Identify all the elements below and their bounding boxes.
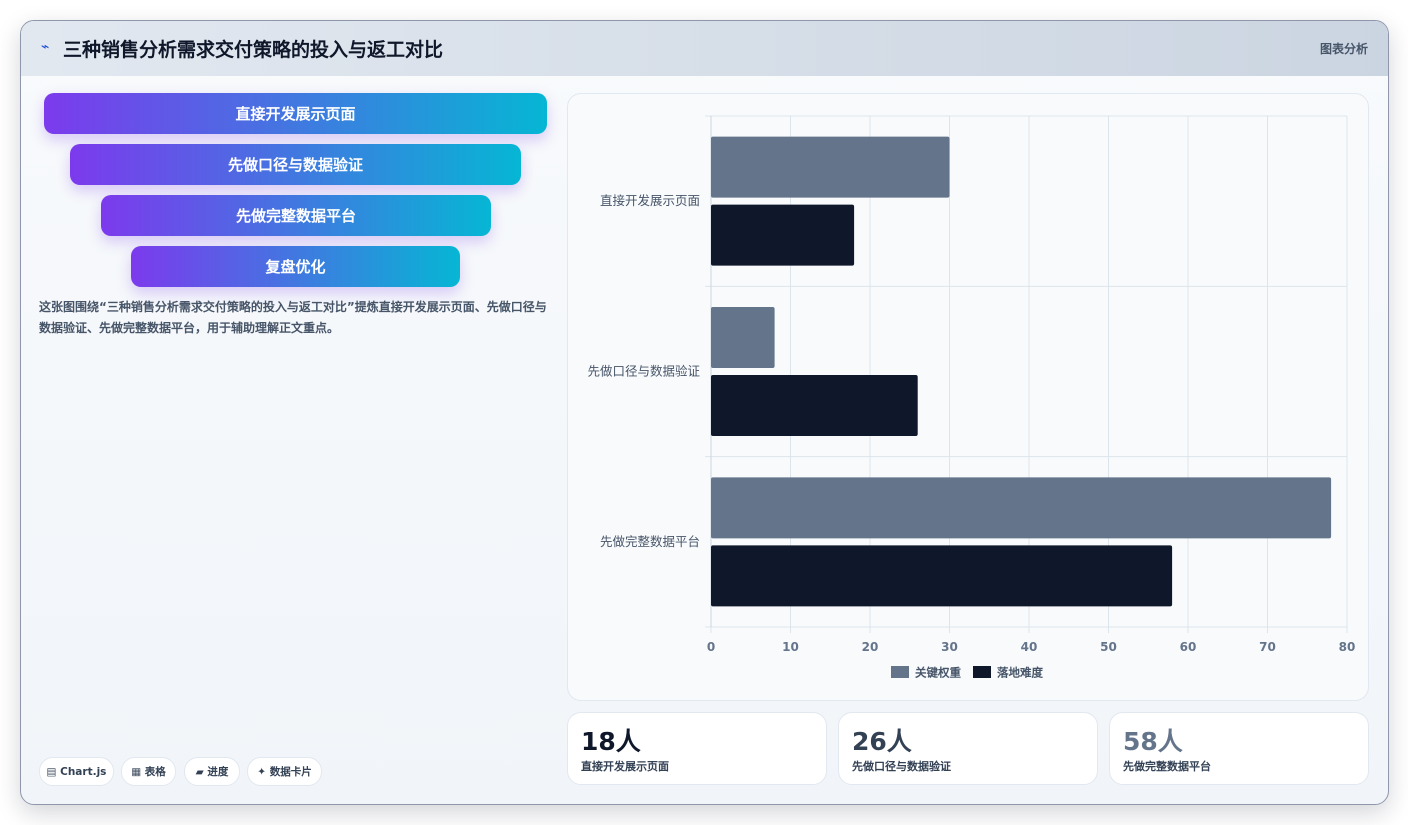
y-tick-label: 直接开发展示页面	[600, 193, 700, 208]
x-tick-label: 70	[1259, 640, 1276, 654]
bar-difficulty	[711, 204, 855, 266]
description-text: 这张图围绕“三种销售分析需求交付策略的投入与返工对比”提炼直接开发展示页面、先做…	[39, 300, 547, 335]
chip-table[interactable]: ▦ 表格	[121, 757, 176, 786]
legend-label: 关键权重	[915, 666, 961, 680]
chip-data-card[interactable]: ✦ 数据卡片	[247, 757, 322, 786]
legend-swatch	[973, 666, 991, 678]
stat-label: 先做完整数据平台	[1123, 760, 1211, 773]
bar-difficulty	[711, 375, 918, 436]
page-title: 三种销售分析需求交付策略的投入与返工对比	[63, 39, 444, 61]
x-tick-label: 60	[1180, 640, 1197, 654]
bar-weight	[711, 136, 950, 198]
legend-swatch	[891, 666, 909, 678]
funnel-step-4: 复盘优化	[131, 246, 460, 287]
stat-value: 26人	[852, 727, 912, 756]
y-tick-label: 先做口径与数据验证	[587, 364, 700, 379]
bar-weight	[711, 307, 775, 368]
stat-value: 58人	[1123, 727, 1183, 756]
x-tick-label: 20	[862, 640, 879, 654]
stat-card-2: 26人 先做口径与数据验证	[838, 712, 1098, 785]
stat-card-1: 18人 直接开发展示页面	[567, 712, 827, 785]
stat-value: 18人	[581, 727, 641, 756]
chip-chartjs[interactable]: ▤ Chart.js	[39, 757, 114, 786]
stat-label: 直接开发展示页面	[581, 760, 669, 773]
bar-difficulty	[711, 545, 1173, 607]
dashboard-card: ⌁ 三种销售分析需求交付策略的投入与返工对比 图表分析 直接开发展示页面 先做口…	[20, 20, 1389, 805]
y-tick-label: 先做完整数据平台	[600, 534, 700, 549]
legend-label: 落地难度	[997, 666, 1043, 680]
chart-panel: 0 10 20 30 40 50 60 70 80 直接开发展示页面先做口径与数据验证先做完整数据…	[567, 93, 1369, 701]
bar-chart: 0 10 20 30 40 50 60 70 80 直接开发展示页面先做口径与数据验证先做完整数据…	[587, 115, 1356, 680]
x-tick-label: 50	[1100, 640, 1117, 654]
funnel-step-3: 先做完整数据平台	[101, 195, 491, 236]
funnel-step-2: 先做口径与数据验证	[70, 144, 521, 185]
stat-label: 先做口径与数据验证	[852, 760, 951, 773]
x-tick-label: 0	[707, 640, 715, 654]
stat-card-3: 58人 先做完整数据平台	[1109, 712, 1369, 785]
bar-weight	[711, 477, 1332, 539]
section-tag: 图表分析	[1319, 42, 1368, 56]
x-tick-label: 30	[941, 640, 958, 654]
funnel-step-1: 直接开发展示页面	[44, 93, 547, 134]
chip-progress[interactable]: ▰ 进度	[184, 757, 240, 786]
x-tick-label: 10	[782, 640, 799, 654]
x-tick-label: 40	[1021, 640, 1038, 654]
chart-line-icon: ⌁	[41, 39, 50, 55]
header-bar: ⌁ 三种销售分析需求交付策略的投入与返工对比 图表分析	[21, 21, 1388, 76]
x-tick-label: 80	[1339, 640, 1356, 654]
